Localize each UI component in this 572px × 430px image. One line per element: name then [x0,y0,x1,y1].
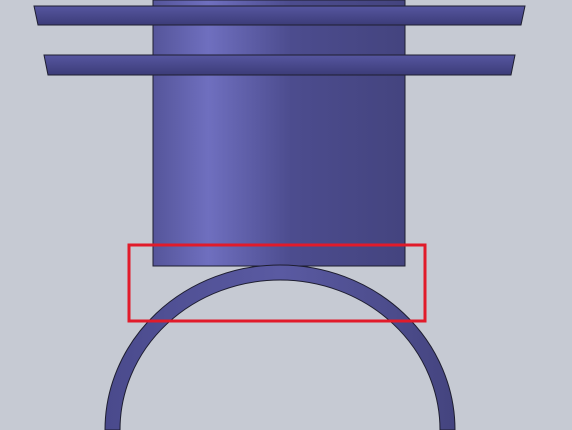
flange-lower[interactable] [43,54,516,76]
ring[interactable] [104,264,456,430]
flange-upper[interactable] [33,5,526,26]
selection-box [127,243,427,323]
cylinder-body[interactable] [152,0,406,267]
